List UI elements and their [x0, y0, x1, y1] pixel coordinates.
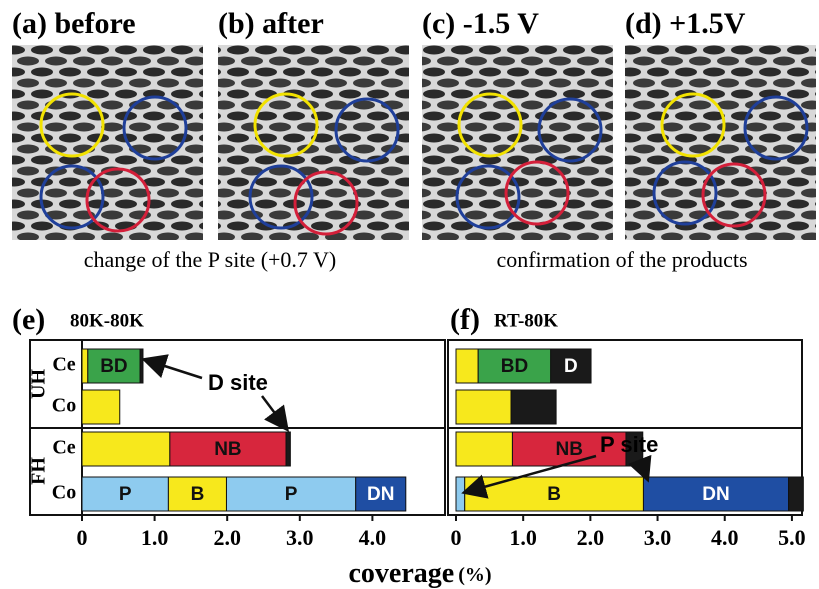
x-tick-label: 3.0 [286, 525, 314, 550]
marker-circle [39, 92, 105, 158]
marker-circle [660, 92, 726, 158]
panel-label: (f) [450, 303, 480, 336]
annotation: D site [208, 370, 268, 395]
marker-circle [455, 164, 521, 230]
row-label: Ce [52, 354, 75, 376]
x-tick-label: 5.0 [778, 525, 806, 550]
marker-circle [504, 160, 570, 226]
segment-label: D [564, 356, 578, 377]
marker-circle [293, 170, 359, 236]
bar-segment [510, 389, 557, 425]
x-tick-label: 4.0 [711, 525, 739, 550]
x-tick-label: 2.0 [213, 525, 241, 550]
marker-circle [652, 160, 718, 226]
segment-label: DN [702, 484, 729, 505]
x-tick-label: 1.0 [141, 525, 169, 550]
image-title: (b) after [218, 7, 324, 40]
image-title: (a) before [12, 7, 136, 40]
x-axis-label: coverage (%) [348, 558, 491, 589]
bar-segment [169, 431, 287, 467]
annotation: P site [600, 432, 658, 457]
bar-segment [87, 348, 141, 384]
row-label: Co [52, 395, 76, 417]
segment-label: B [547, 484, 561, 505]
annotation-arrow [461, 454, 597, 499]
caption: change of the P site (+0.7 V) [84, 247, 337, 272]
panel-label: (e) [12, 303, 45, 336]
x-label-unit: (%) [458, 564, 491, 586]
stm-image [422, 45, 613, 240]
segment-label: B [191, 484, 205, 505]
bar-segment [355, 476, 407, 512]
image-title: (d) +1.5V [625, 7, 746, 40]
panel-title: 80K-80K [70, 310, 144, 331]
bar-segment [550, 348, 592, 384]
bar-segment [455, 476, 466, 512]
caption: confirmation of the products [496, 247, 747, 272]
annotation-arrow [628, 454, 652, 483]
marker-circle [122, 95, 188, 161]
stm-image [218, 45, 409, 240]
marker-circle [457, 92, 523, 158]
x-tick-label: 4.0 [359, 525, 387, 550]
bar-segment [642, 476, 790, 512]
annotation-arrow [141, 354, 203, 380]
stm-image [12, 45, 203, 240]
bar-segment [81, 476, 169, 512]
bar-segment [455, 348, 479, 384]
x-tick-label: 0 [451, 525, 462, 550]
marker-circle [39, 164, 105, 230]
bar-segment [139, 348, 144, 384]
bar-segment [81, 348, 89, 384]
group-label: UH [28, 369, 50, 399]
bar-segment [285, 431, 291, 467]
bar-segment [81, 431, 171, 467]
bar-segment [167, 476, 227, 512]
bar-segment [455, 389, 512, 425]
marker-circle [253, 92, 319, 158]
x-tick-label: 0 [77, 525, 88, 550]
row-label: Co [52, 482, 76, 504]
marker-circle [743, 95, 809, 161]
marker-circle [701, 162, 767, 228]
row-label: Ce [52, 437, 75, 459]
x-label-text: coverage [348, 558, 454, 589]
segment-label: BD [501, 356, 528, 377]
segment-label: P [119, 484, 132, 505]
segment-label: NB [555, 439, 582, 460]
segment-label: BD [100, 356, 127, 377]
bar-segment [455, 431, 513, 467]
x-tick-label: 3.0 [644, 525, 672, 550]
marker-circle [537, 97, 603, 163]
x-tick-label: 1.0 [509, 525, 537, 550]
segment-label: DN [367, 484, 394, 505]
image-title: (c) -1.5 V [422, 7, 539, 40]
stm-image [625, 45, 816, 240]
group-label: FH [28, 457, 50, 485]
segment-label: P [285, 484, 298, 505]
marker-circle [334, 97, 400, 163]
x-tick-label: 2.0 [577, 525, 605, 550]
segment-label: NB [214, 439, 241, 460]
panel-title: RT-80K [494, 310, 558, 331]
bar-segment [81, 389, 121, 425]
bar-segment [788, 476, 804, 512]
marker-circle [85, 167, 151, 233]
bar-segment [511, 431, 627, 467]
annotation-arrow [261, 395, 289, 432]
bar-segment [477, 348, 552, 384]
marker-circle [248, 164, 314, 230]
